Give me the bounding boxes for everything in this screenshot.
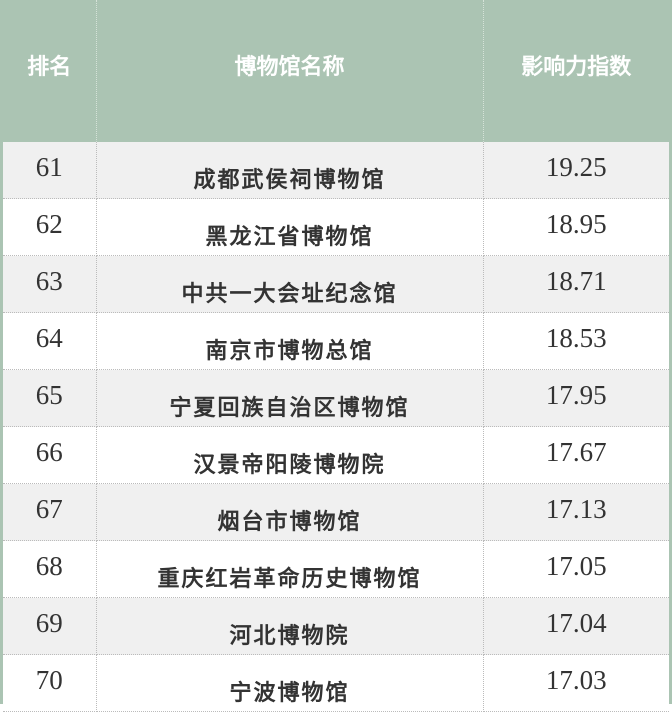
score-cell: 19.25 [483,142,669,199]
table-row: 62 黑龙江省博物馆 18.95 [3,198,669,256]
score-cell: 18.53 [483,312,669,370]
table-row: 66 汉景帝阳陵博物院 17.67 [3,426,669,484]
score-cell: 17.05 [483,540,669,598]
score-cell: 17.04 [483,597,669,655]
name-cell: 中共一大会址纪念馆 [96,255,484,313]
header-score: 影响力指数 [483,0,669,142]
name-cell: 烟台市博物馆 [96,483,484,541]
table-row: 69 河北博物院 17.04 [3,597,669,655]
rank-cell: 64 [3,312,97,370]
score-cell: 18.71 [483,255,669,313]
score-cell: 17.67 [483,426,669,484]
rank-cell: 65 [3,369,97,427]
rank-cell: 63 [3,255,97,313]
name-cell: 重庆红岩革命历史博物馆 [96,540,484,598]
rank-cell: 62 [3,198,97,256]
table-row: 63 中共一大会址纪念馆 18.71 [3,255,669,313]
rank-cell: 61 [3,142,97,199]
score-cell: 18.95 [483,198,669,256]
table-row: 68 重庆红岩革命历史博物馆 17.05 [3,540,669,598]
rank-cell: 68 [3,540,97,598]
table-row: 70 宁波博物馆 17.03 [3,654,669,712]
museum-ranking-table: 排名 博物馆名称 影响力指数 61 成都武侯祠博物馆 19.25 62 黑龙江省博物馆 1… [3,0,669,712]
score-cell: 17.95 [483,369,669,427]
name-cell: 成都武侯祠博物馆 [96,142,484,199]
header-name: 博物馆名称 [96,0,484,142]
rank-cell: 66 [3,426,97,484]
table-row: 61 成都武侯祠博物馆 19.25 [3,142,669,199]
rank-cell: 69 [3,597,97,655]
name-cell: 宁波博物馆 [96,654,484,712]
name-cell: 黑龙江省博物馆 [96,198,484,256]
name-cell: 汉景帝阳陵博物院 [96,426,484,484]
table-row: 64 南京市博物总馆 18.53 [3,312,669,370]
header-row: 排名 博物馆名称 影响力指数 [3,0,669,142]
name-cell: 南京市博物总馆 [96,312,484,370]
rank-cell: 70 [3,654,97,712]
name-cell: 河北博物院 [96,597,484,655]
table-row: 67 烟台市博物馆 17.13 [3,483,669,541]
name-cell: 宁夏回族自治区博物馆 [96,369,484,427]
rank-cell: 67 [3,483,97,541]
score-cell: 17.03 [483,654,669,712]
score-cell: 17.13 [483,483,669,541]
table-row: 65 宁夏回族自治区博物馆 17.95 [3,369,669,427]
header-rank: 排名 [3,0,97,142]
